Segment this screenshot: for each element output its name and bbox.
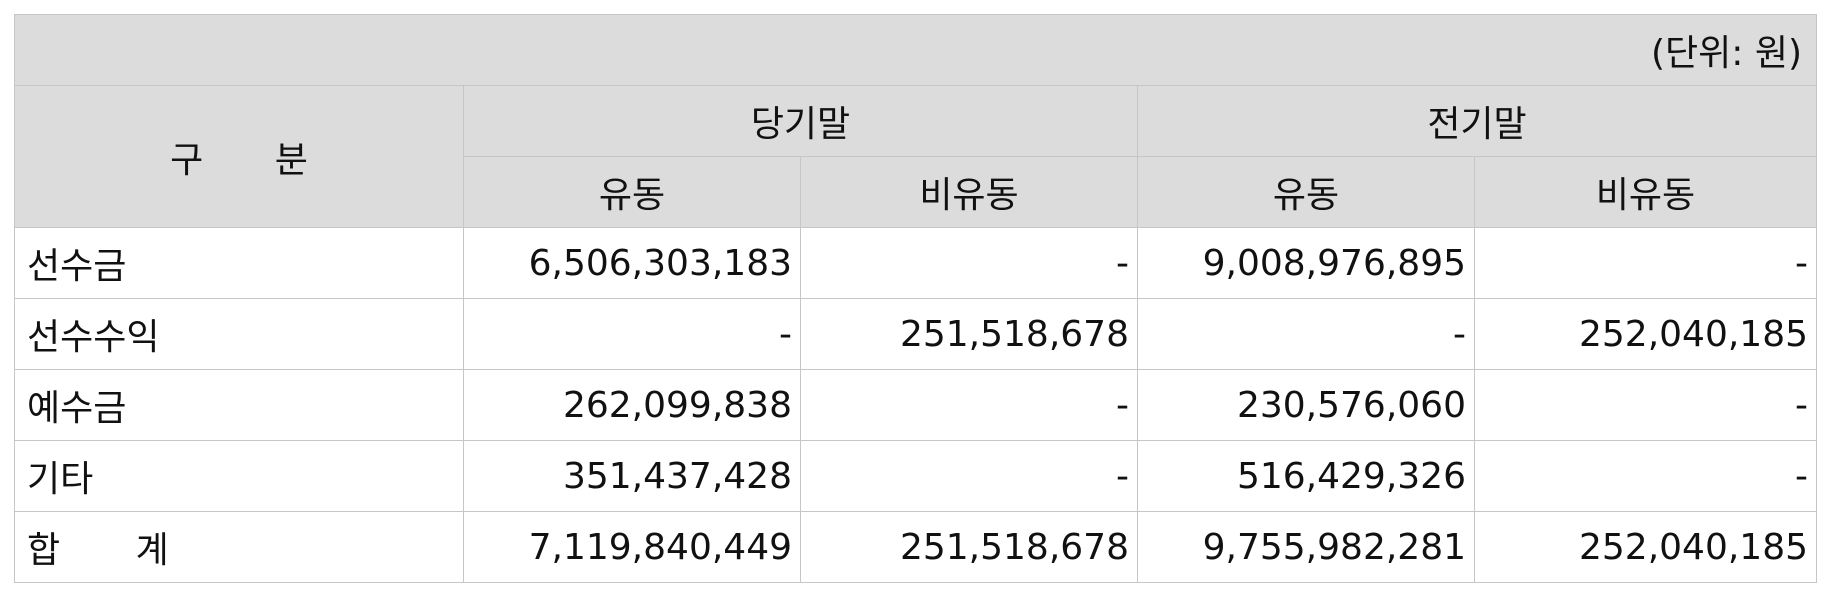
prior-noncurrent-value: -: [1473, 227, 1818, 299]
row-label: 선수수익: [14, 298, 464, 370]
row-label: 선수금: [14, 227, 464, 299]
period-prior-header: 전기말: [1136, 85, 1818, 157]
row-label: 기타: [14, 440, 464, 512]
unit-label: (단위: 원): [13, 14, 1818, 86]
prior-noncurrent-value: -: [1473, 440, 1818, 512]
prior-current-value: 516,429,326: [1137, 440, 1475, 512]
prior-noncurrent-value: -: [1473, 369, 1818, 441]
row-label: 예수금: [14, 369, 464, 441]
table-row: 기타 351,437,428 - 516,429,326 -: [14, 440, 1818, 512]
liability-table-container: (단위: 원) 구 분 당기말 전기말 유동 비유동 유동 비유동 선수금 6,…: [13, 14, 1818, 583]
noncurrent-header-cur-period: 비유동: [800, 156, 1138, 228]
total-label-cell: 합 계: [14, 511, 464, 583]
prior-current-value: 9,008,976,895: [1137, 227, 1475, 299]
cur-noncurrent-value: -: [800, 369, 1138, 441]
cur-current-value: 351,437,428: [463, 440, 801, 512]
prior-current-value: 230,576,060: [1137, 369, 1475, 441]
cur-noncurrent-value: -: [800, 440, 1138, 512]
category-header-label: 구 분: [170, 139, 338, 181]
unit-row: (단위: 원): [13, 14, 1818, 86]
liability-table: (단위: 원) 구 분 당기말 전기말 유동 비유동 유동 비유동 선수금 6,…: [13, 14, 1818, 583]
cur-current-value: -: [463, 298, 801, 370]
cur-current-total: 7,119,840,449: [463, 511, 801, 583]
prior-current-total: 9,755,982,281: [1137, 511, 1475, 583]
prior-current-value: -: [1137, 298, 1475, 370]
cur-noncurrent-value: 251,518,678: [800, 298, 1138, 370]
total-row: 합 계 7,119,840,449 251,518,678 9,755,982,…: [14, 511, 1818, 583]
cur-noncurrent-total: 251,518,678: [800, 511, 1138, 583]
noncurrent-header-prior-period: 비유동: [1473, 156, 1818, 228]
table-row: 예수금 262,099,838 - 230,576,060 -: [14, 369, 1818, 441]
cur-noncurrent-value: -: [800, 227, 1138, 299]
current-header-cur-period: 유동: [463, 156, 801, 228]
period-current-header: 당기말: [463, 85, 1138, 157]
total-label: 합 계: [27, 530, 201, 571]
current-header-prior-period: 유동: [1137, 156, 1475, 228]
category-header: 구 분: [14, 85, 464, 228]
table-row: 선수수익 - 251,518,678 - 252,040,185: [14, 298, 1818, 370]
header-row-periods: 구 분 당기말 전기말: [14, 85, 1818, 228]
prior-noncurrent-total: 252,040,185: [1473, 511, 1818, 583]
cur-current-value: 262,099,838: [463, 369, 801, 441]
table-row: 선수금 6,506,303,183 - 9,008,976,895 -: [14, 227, 1818, 299]
cur-current-value: 6,506,303,183: [463, 227, 801, 299]
header-row-classification: 유동 비유동 유동 비유동: [15, 156, 1818, 228]
prior-noncurrent-value: 252,040,185: [1473, 298, 1818, 370]
